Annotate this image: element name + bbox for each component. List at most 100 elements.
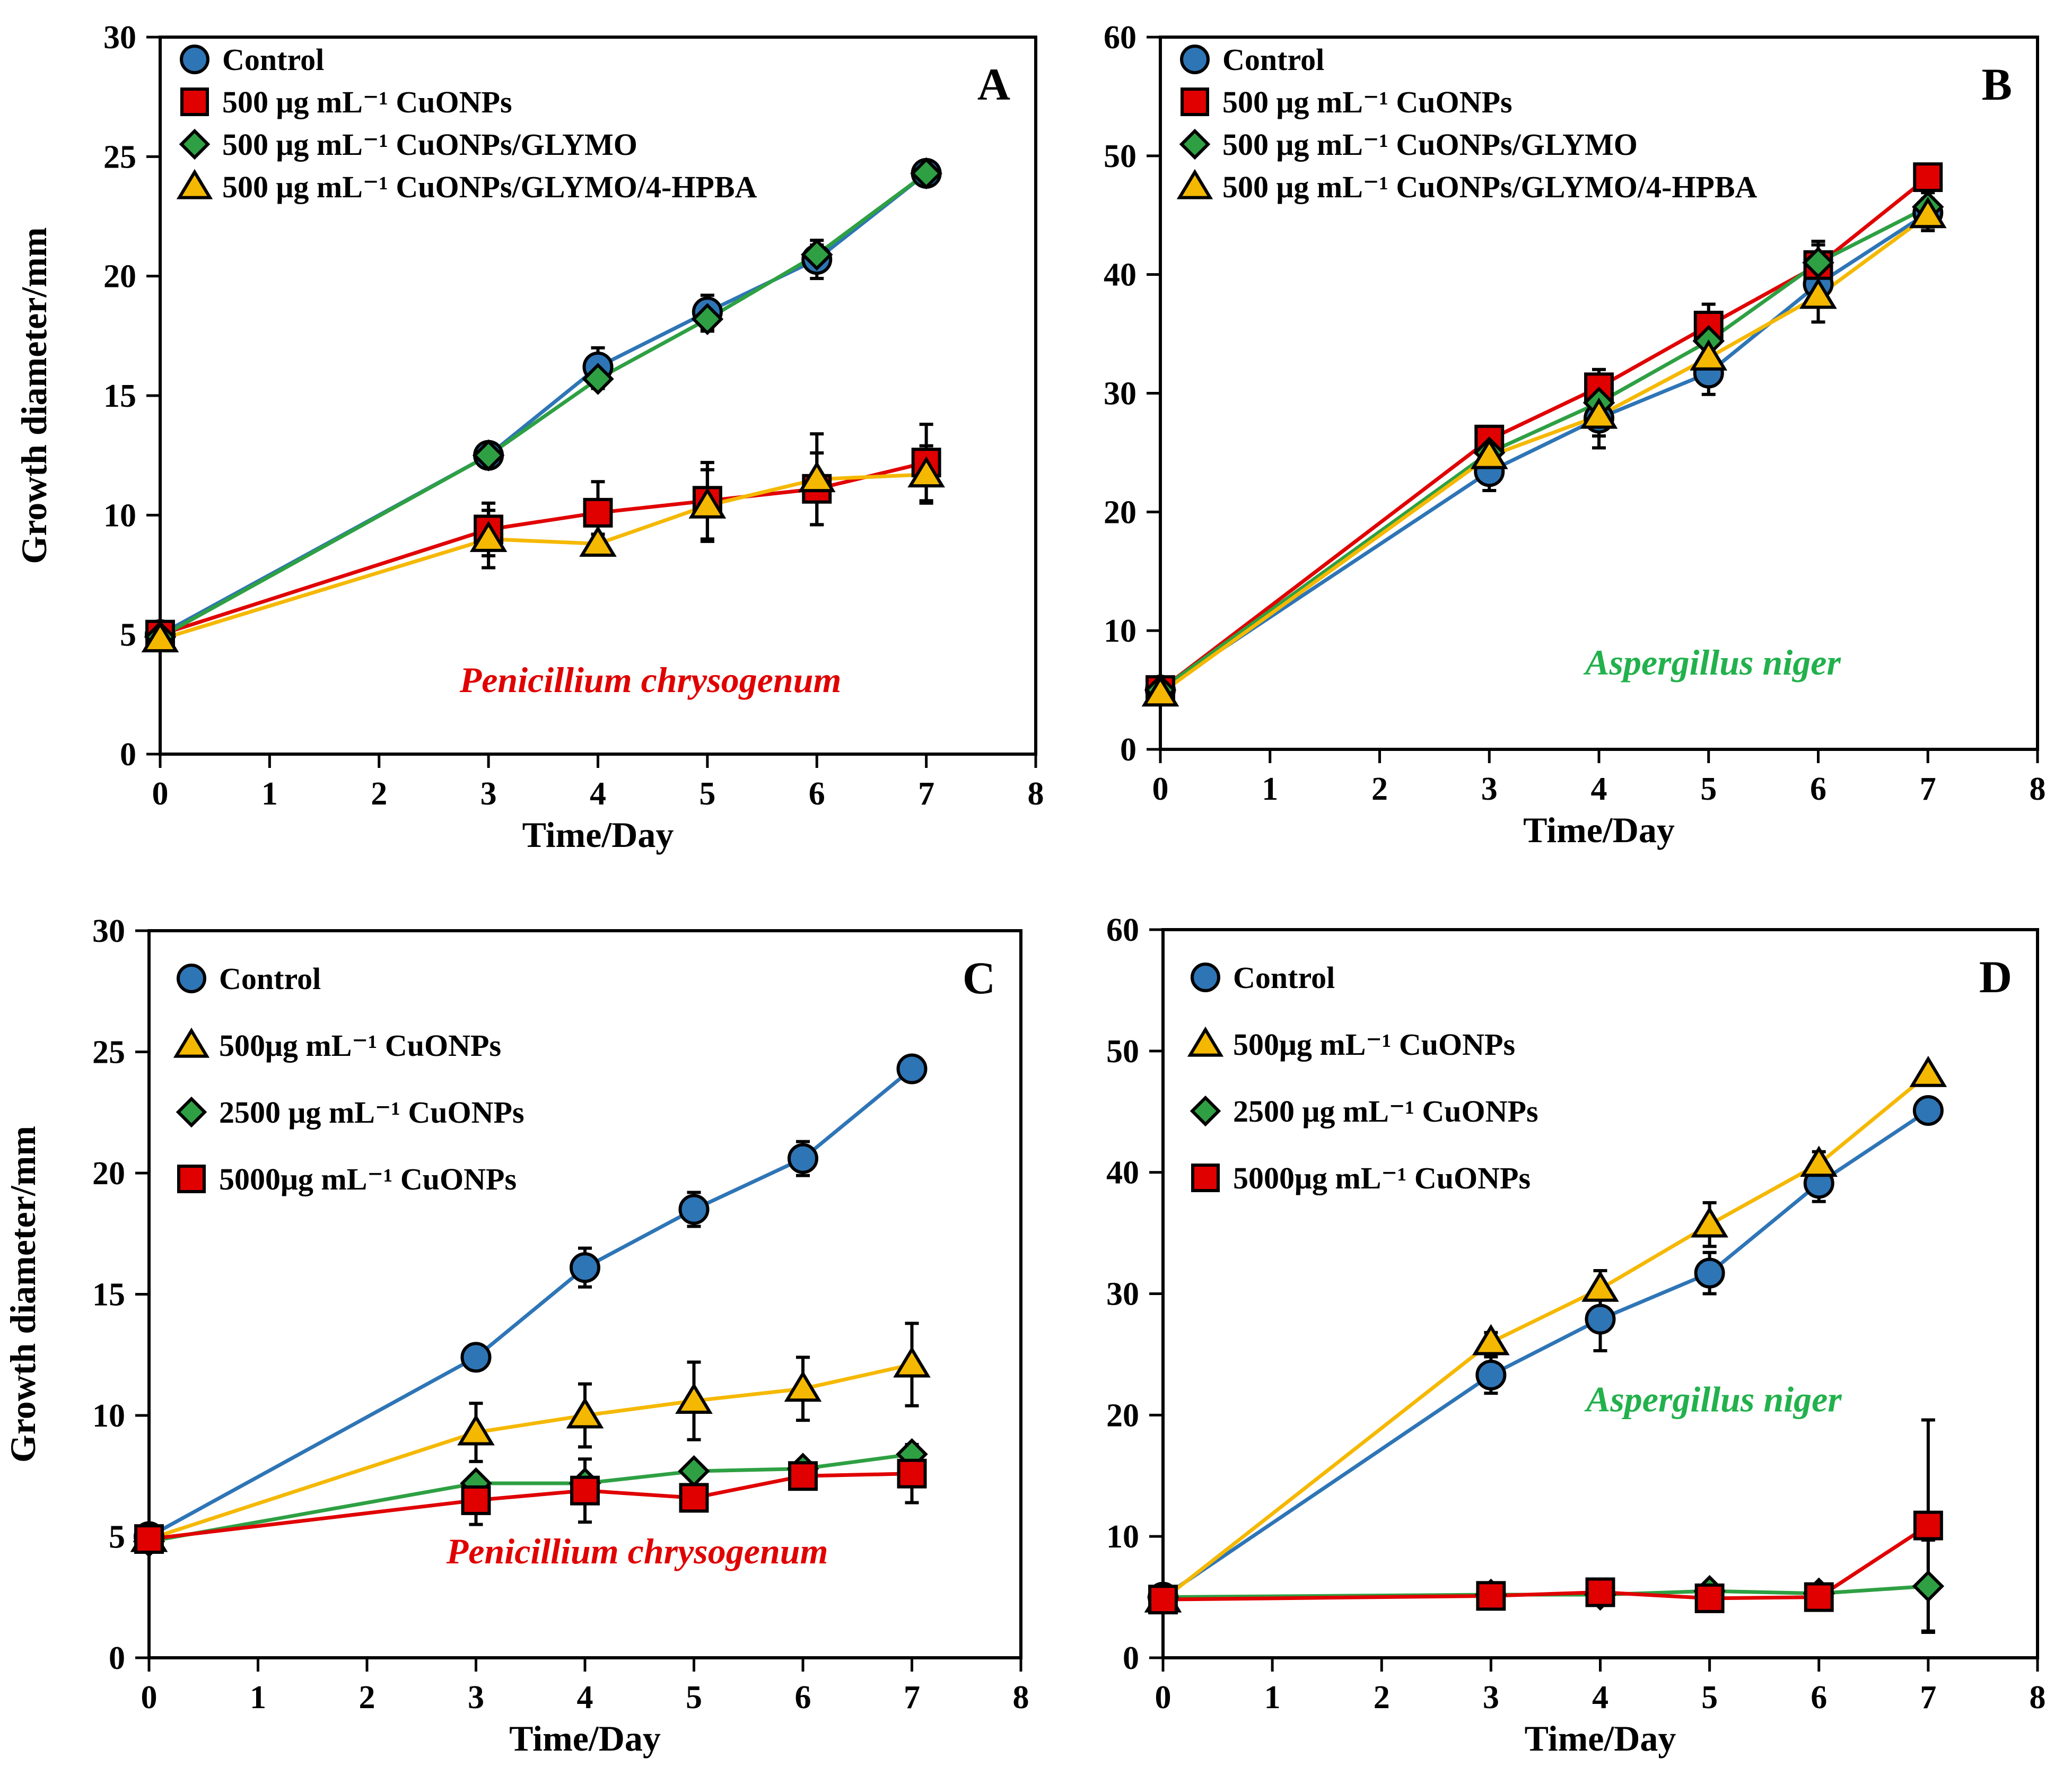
x-tick-label: 6 xyxy=(1810,771,1826,807)
legend-item: 2500 μg mL⁻¹ CuONPs xyxy=(1190,1094,1538,1129)
x-tick-label: 2 xyxy=(1371,771,1388,807)
legend-label: 500 μg mL⁻¹ CuONPs/GLYMO/4-HPBA xyxy=(222,170,757,204)
chart-panel-b: 0 1 2 3 4 5 6 7 8 0 10 20 30 40 50 60 Time/Day Control 500… xyxy=(1104,20,2046,850)
series-line-0 xyxy=(148,1067,913,1538)
legend-marker-circle xyxy=(180,45,209,74)
legend-label: 2500 μg mL⁻¹ CuONPs xyxy=(219,1095,524,1130)
x-tick-label: 0 xyxy=(1152,771,1169,807)
data-point-triangle xyxy=(566,1397,604,1429)
data-point-triangle xyxy=(1580,397,1618,429)
data-point-square xyxy=(583,497,613,528)
legend-label: 500 μg mL⁻¹ CuONPs/GLYMO xyxy=(1222,127,1638,162)
legend-item: Control xyxy=(180,42,324,77)
data-points xyxy=(1144,1055,1947,1615)
legend-item: Control xyxy=(1191,960,1335,995)
x-axis: 0 1 2 3 4 5 6 7 8 xyxy=(152,754,1044,812)
legend-marker-triangle xyxy=(1176,169,1213,199)
data-point-triangle xyxy=(1690,339,1728,371)
data-points xyxy=(130,1053,931,1558)
y-tick-label: 60 xyxy=(1106,912,1139,948)
y-tick-label: 20 xyxy=(1106,1397,1139,1433)
data-point-square xyxy=(1148,1585,1178,1615)
panel-label: A xyxy=(977,59,1010,110)
y-axis: 0 5 10 15 20 25 30 xyxy=(92,913,149,1676)
species-annotation: Penicillium chrysogenum xyxy=(459,660,842,700)
legend-label: 500 μg mL⁻¹ CuONPs xyxy=(1222,85,1513,119)
y-tick-label: 25 xyxy=(92,1035,125,1071)
y-tick-label: 60 xyxy=(1104,20,1136,56)
legend-marker-square xyxy=(1181,88,1209,116)
data-point-circle xyxy=(1912,1095,1944,1126)
y-axis: 0 10 20 30 40 50 60 xyxy=(1106,912,1163,1676)
y-tick-label: 40 xyxy=(1106,1155,1139,1191)
x-tick-label: 8 xyxy=(1013,1680,1029,1716)
series-line-0 xyxy=(1162,1109,1929,1599)
legend-label: 500μg mL⁻¹ CuONPs xyxy=(219,1028,501,1063)
y-tick-label: 15 xyxy=(103,378,136,414)
legend: Control 500 μg mL⁻¹ CuONPs 500 μg mL⁻¹ CuO… xyxy=(1176,42,1758,204)
legend-label: 500μg mL⁻¹ CuONPs xyxy=(1233,1027,1515,1062)
series-line-3 xyxy=(1159,213,1929,695)
series-line-3 xyxy=(159,473,926,642)
data-point-triangle xyxy=(1691,1206,1728,1238)
legend-item: 500 μg mL⁻¹ CuONPs/GLYMO/4-HPBA xyxy=(176,169,757,204)
legend: Control 500μg mL⁻¹ CuONPs 2500 μg mL⁻¹ CuO… xyxy=(173,961,524,1196)
data-point-square xyxy=(1804,1582,1834,1612)
legend-marker-square xyxy=(1191,1164,1220,1192)
legend-item: 500 μg mL⁻¹ CuONPs xyxy=(1181,85,1513,119)
legend-item: 500 μg mL⁻¹ CuONPs/GLYMO xyxy=(1179,127,1638,162)
series-line-2 xyxy=(159,172,928,639)
series-lines xyxy=(148,1067,913,1544)
x-tick-label: 7 xyxy=(904,1680,920,1716)
data-point-circle xyxy=(570,1252,600,1283)
legend-marker-square xyxy=(180,88,209,116)
data-point-triangle xyxy=(141,621,179,653)
y-tick-label: 10 xyxy=(1106,1519,1139,1555)
data-points xyxy=(141,157,945,653)
data-point-diamond xyxy=(678,1455,710,1488)
legend-label: 500 μg mL⁻¹ CuONPs/GLYMO xyxy=(222,127,637,162)
legend-label: 5000μg mL⁻¹ CuONPs xyxy=(219,1162,517,1196)
legend-marker-triangle xyxy=(1187,1026,1224,1057)
data-point-triangle xyxy=(1799,277,1837,309)
x-tick-label: 3 xyxy=(1481,771,1498,807)
data-point-square xyxy=(1913,1510,1943,1541)
data-point-square xyxy=(897,1458,927,1489)
data-point-circle xyxy=(678,1194,710,1225)
data-point-square xyxy=(134,1524,164,1554)
legend-marker-square xyxy=(177,1165,206,1193)
data-point-square xyxy=(679,1483,709,1513)
series-line-0 xyxy=(1159,211,1929,692)
x-tick-label: 0 xyxy=(1155,1680,1171,1716)
y-axis: 0 5 10 15 20 25 30 xyxy=(103,20,160,773)
legend-item: Control xyxy=(1180,42,1324,77)
data-point-circle xyxy=(788,1143,818,1174)
x-tick-label: 7 xyxy=(1920,771,1936,807)
series-line-0 xyxy=(159,172,928,636)
legend-item: 500 μg mL⁻¹ CuONPs/GLYMO/4-HPBA xyxy=(1176,169,1758,204)
x-tick-label: 6 xyxy=(795,1680,811,1716)
x-tick-label: 0 xyxy=(141,1680,158,1716)
data-point-triangle xyxy=(1141,675,1179,707)
data-point-square xyxy=(461,1485,491,1515)
y-tick-label: 50 xyxy=(1104,138,1136,174)
x-tick-label: 1 xyxy=(261,776,278,812)
chart-panel-a: 0 1 2 3 4 5 6 7 8 0 5 10 15 20 25 30 Time/Day Growth diam… xyxy=(14,20,1044,855)
legend-label: 500 μg mL⁻¹ CuONPs xyxy=(222,85,512,119)
y-tick-label: 20 xyxy=(103,259,136,295)
legend-marker-circle xyxy=(1180,45,1210,74)
data-point-triangle xyxy=(907,456,945,488)
legend-marker-triangle xyxy=(173,1027,210,1058)
x-tick-label: 7 xyxy=(918,776,934,812)
data-point-triangle xyxy=(1909,1055,1947,1087)
data-point-diamond xyxy=(472,439,505,471)
x-tick-label: 4 xyxy=(1591,771,1607,807)
data-point-triangle xyxy=(784,1370,822,1402)
x-tick-label: 5 xyxy=(1701,1680,1718,1716)
legend-label: Control xyxy=(219,961,321,996)
data-point-triangle xyxy=(579,525,617,557)
data-point-triangle xyxy=(1470,438,1508,469)
legend-item: 5000μg mL⁻¹ CuONPs xyxy=(177,1162,517,1196)
data-point-square xyxy=(1585,1577,1615,1607)
